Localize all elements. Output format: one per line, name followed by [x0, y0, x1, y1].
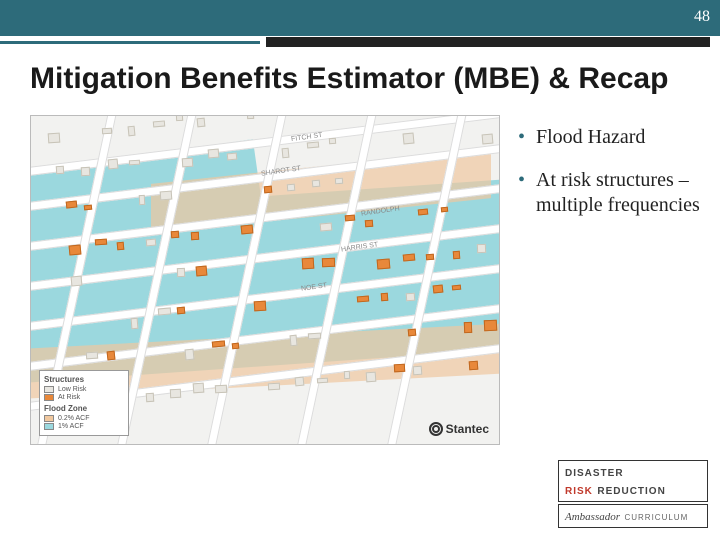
content-row: FITCH STSHAROT STRANDOLPHHARRIS STNOE ST… — [0, 97, 720, 445]
flood-map: FITCH STSHAROT STRANDOLPHHARRIS STNOE ST… — [30, 115, 500, 445]
slide-title: Mitigation Benefits Estimator (MBE) & Re… — [0, 48, 720, 97]
stantec-logo: Stantec — [429, 422, 489, 436]
bullet-list: Flood Hazard At risk structures – multipl… — [518, 115, 700, 445]
divider — [0, 36, 720, 48]
bullet-item: Flood Hazard — [518, 125, 700, 150]
bullet-item: At risk structures – multiple frequencie… — [518, 168, 700, 218]
map-legend: Structures Low RiskAt Risk Flood Zone 0.… — [39, 370, 129, 436]
footer-logos: DISASTER RISK REDUCTION Ambassador CURRI… — [558, 460, 708, 530]
page-number: 48 — [694, 8, 710, 26]
header-bar: 48 — [0, 0, 720, 36]
